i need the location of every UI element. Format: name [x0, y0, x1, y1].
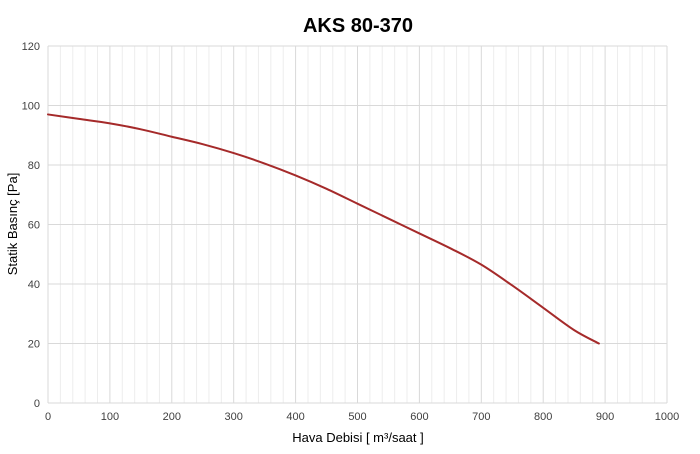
x-tick-label: 400: [286, 411, 304, 423]
y-tick-labels: 0 20 40 60 80 100 120: [22, 41, 40, 410]
x-tick-labels: 0 100 200 300 400 500 600 700 800 900 1000: [45, 411, 679, 423]
y-tick-label: 20: [28, 339, 40, 351]
series-layer: [47, 113, 600, 345]
major-grid: [47, 45, 668, 404]
y-tick-label: 0: [34, 398, 40, 410]
x-tick-label: 800: [534, 411, 552, 423]
x-axis-label: Hava Debisi [ m³/saat ]: [292, 430, 424, 445]
x-tick-label: 1000: [655, 411, 679, 423]
y-tick-label: 80: [28, 160, 40, 172]
x-tick-label: 200: [163, 411, 181, 423]
y-tick-label: 100: [22, 101, 40, 113]
x-tick-label: 100: [101, 411, 119, 423]
chart-title: AKS 80-370: [303, 15, 413, 37]
series-line: [47, 113, 600, 345]
x-tick-label: 300: [225, 411, 243, 423]
x-tick-label: 700: [472, 411, 490, 423]
y-tick-label: 120: [22, 41, 40, 53]
y-tick-label: 60: [28, 220, 40, 232]
x-tick-label: 900: [596, 411, 614, 423]
y-axis-label: Statik Basınç [Pa]: [5, 173, 20, 276]
y-tick-label: 40: [28, 279, 40, 291]
x-tick-label: 600: [410, 411, 428, 423]
x-tick-label: 0: [45, 411, 51, 423]
x-tick-label: 500: [348, 411, 366, 423]
